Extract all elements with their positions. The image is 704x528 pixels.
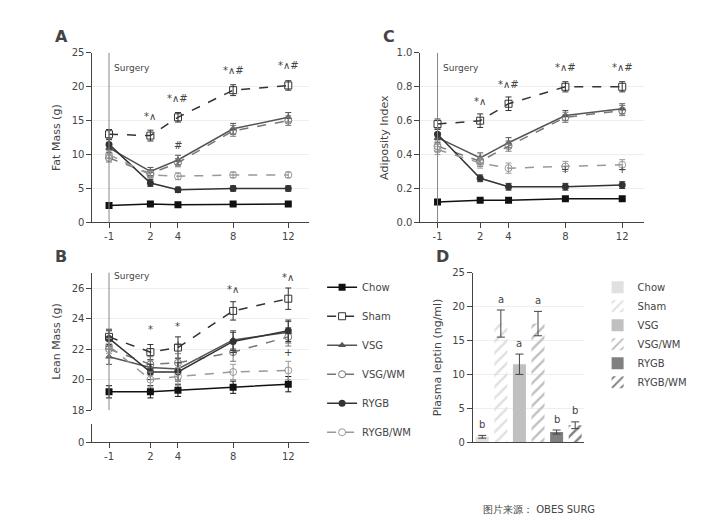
svg-text:2: 2 [147, 231, 153, 242]
svg-text:+: + [229, 347, 237, 358]
svg-text:5: 5 [459, 403, 465, 414]
svg-text:C: C [383, 27, 395, 46]
svg-text:RYGB/WM: RYGB/WM [638, 377, 687, 388]
svg-text:-1: -1 [433, 231, 443, 242]
svg-text:*∧#: *∧# [223, 65, 244, 76]
svg-text:*∧#: *∧# [167, 93, 188, 104]
svg-text:4: 4 [505, 231, 511, 242]
svg-text:8: 8 [230, 451, 236, 462]
svg-text:B: B [55, 247, 67, 266]
svg-text:25: 25 [452, 267, 465, 278]
svg-text:RYGB/WM: RYGB/WM [362, 427, 411, 438]
svg-text:10: 10 [72, 149, 85, 160]
svg-text:b: b [572, 405, 578, 416]
svg-text:RYGB: RYGB [638, 358, 665, 369]
svg-text:Chow: Chow [638, 282, 666, 293]
svg-text:VSG: VSG [362, 340, 383, 351]
svg-text:Plasma leptin (ng/ml): Plasma leptin (ng/ml) [431, 299, 444, 417]
svg-text:VSG: VSG [638, 320, 659, 331]
svg-text:#: # [174, 140, 182, 151]
svg-text:10: 10 [452, 369, 465, 380]
svg-text:*∧: *∧ [144, 111, 156, 122]
svg-text:+: + [618, 164, 626, 175]
svg-text:0: 0 [78, 437, 84, 448]
svg-text:b: b [554, 414, 560, 425]
svg-text:-1: -1 [104, 451, 114, 462]
svg-text:4: 4 [175, 451, 181, 462]
svg-text:5: 5 [78, 183, 84, 194]
svg-text:0.6: 0.6 [397, 115, 413, 126]
svg-text:Sham: Sham [362, 311, 391, 322]
svg-text:Adiposity Index: Adiposity Index [378, 95, 391, 180]
svg-text:+: + [561, 164, 569, 175]
svg-text:Surgery: Surgery [443, 63, 479, 73]
svg-text:D: D [436, 247, 449, 266]
svg-text:0.4: 0.4 [397, 149, 413, 160]
svg-text:0.0: 0.0 [397, 217, 413, 228]
svg-text:2: 2 [477, 231, 483, 242]
svg-text:*∧#: *∧# [498, 79, 519, 90]
svg-text:0: 0 [459, 437, 465, 448]
svg-text:20: 20 [72, 81, 85, 92]
svg-text:a: a [535, 295, 541, 306]
svg-text:*: * [148, 324, 153, 335]
svg-text:0.2: 0.2 [397, 183, 413, 194]
svg-text:Surgery: Surgery [114, 271, 150, 281]
svg-text:0.8: 0.8 [397, 81, 413, 92]
svg-text:*∧#: *∧# [555, 62, 576, 73]
svg-text:*∧: *∧ [227, 284, 239, 295]
svg-text:20: 20 [452, 301, 465, 312]
svg-text:Fat Mass (g): Fat Mass (g) [50, 104, 63, 171]
svg-text:*∧: *∧ [282, 272, 294, 283]
svg-text:*∧#: *∧# [612, 62, 633, 73]
svg-text:25: 25 [72, 47, 85, 58]
svg-text:Lean Mass (g): Lean Mass (g) [50, 303, 63, 380]
svg-text:*∧: *∧ [474, 96, 486, 107]
svg-text:20: 20 [72, 374, 85, 385]
svg-text:2: 2 [147, 451, 153, 462]
svg-text:8: 8 [230, 231, 236, 242]
svg-text:8: 8 [562, 231, 568, 242]
svg-text:-1: -1 [104, 231, 114, 242]
svg-text:Sham: Sham [638, 301, 667, 312]
svg-text:22: 22 [72, 344, 85, 355]
svg-text:15: 15 [72, 115, 85, 126]
svg-text:*: * [175, 321, 180, 332]
svg-text:12: 12 [282, 231, 295, 242]
svg-text:+: + [174, 339, 182, 350]
svg-text:b: b [479, 419, 485, 430]
svg-text:26: 26 [72, 283, 85, 294]
svg-text:0: 0 [78, 217, 84, 228]
svg-text:a: a [498, 294, 504, 305]
svg-text:+: + [284, 347, 292, 358]
svg-text:Surgery: Surgery [114, 63, 150, 73]
svg-text:12: 12 [282, 451, 295, 462]
svg-text:VSG/WM: VSG/WM [638, 339, 681, 350]
svg-text:Chow: Chow [362, 282, 390, 293]
svg-text:12: 12 [616, 231, 629, 242]
svg-text:RYGB: RYGB [362, 398, 389, 409]
svg-text:A: A [55, 27, 68, 46]
svg-text:1.0: 1.0 [397, 47, 413, 58]
svg-text:24: 24 [72, 313, 85, 324]
svg-text:4: 4 [175, 231, 181, 242]
svg-text:a: a [516, 338, 522, 349]
svg-text:VSG/WM: VSG/WM [362, 369, 405, 380]
svg-text:图片来源： OBES SURG: 图片来源： OBES SURG [483, 504, 595, 515]
svg-text:15: 15 [452, 335, 465, 346]
svg-text:18: 18 [72, 405, 85, 416]
svg-text:*∧#: *∧# [278, 60, 299, 71]
